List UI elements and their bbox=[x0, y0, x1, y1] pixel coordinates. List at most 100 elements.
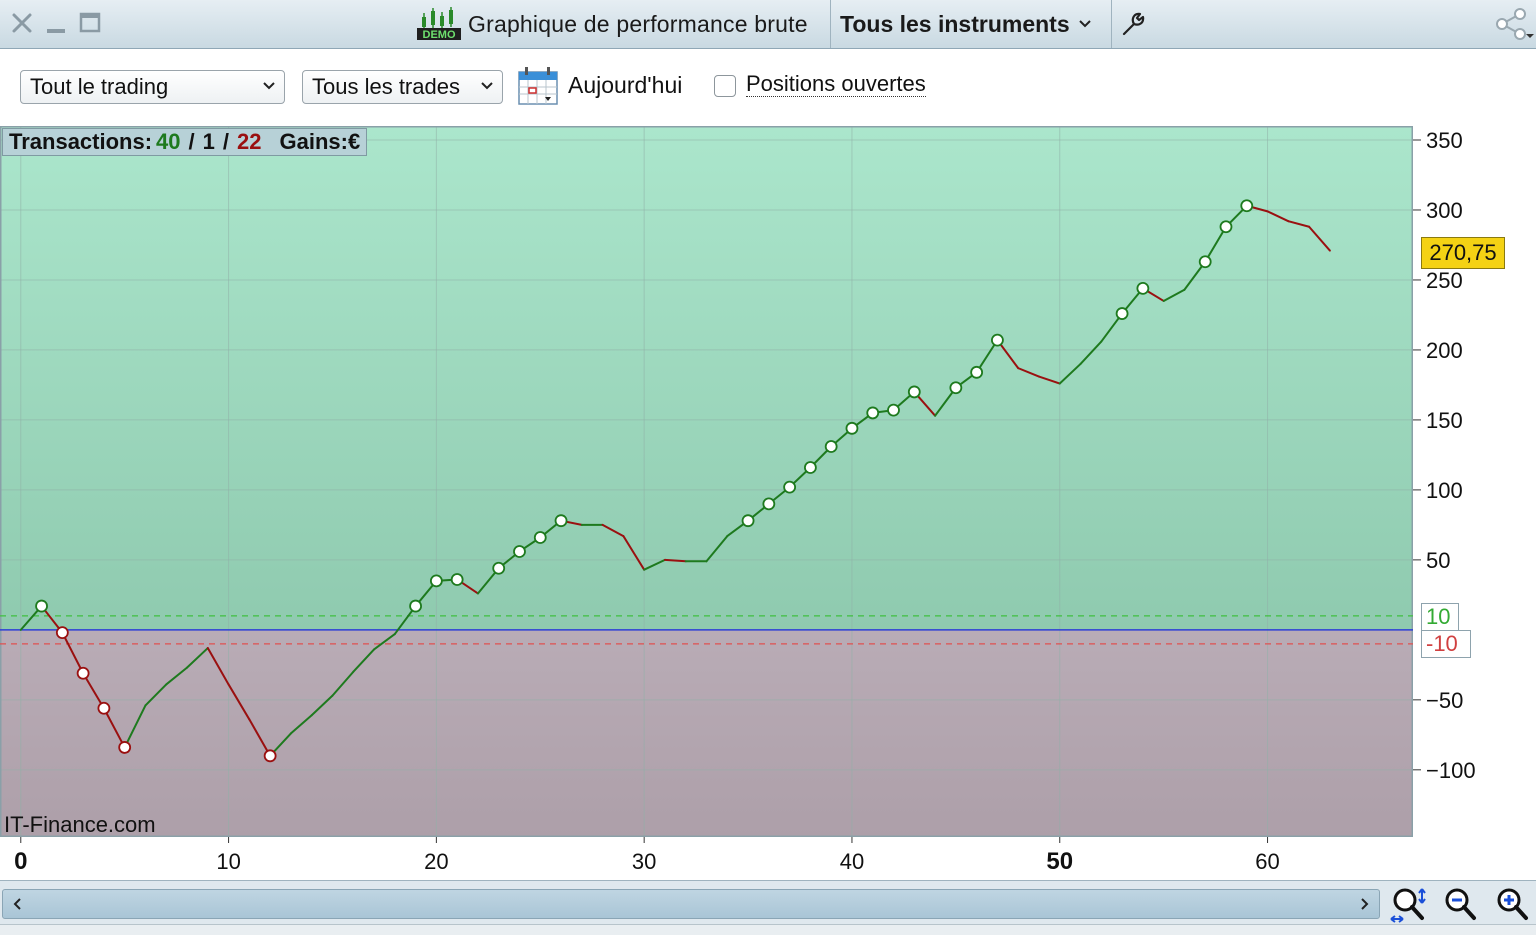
wrench-icon[interactable] bbox=[1120, 10, 1148, 38]
winning-trade-point bbox=[429, 574, 443, 588]
winning-trade-point bbox=[450, 573, 464, 586]
losing-trade-point bbox=[263, 749, 277, 763]
y-tick-label: 50 bbox=[1426, 548, 1450, 573]
winning-trade-point bbox=[949, 381, 963, 395]
equity-segment bbox=[1058, 362, 1082, 385]
scroll-right-button[interactable] bbox=[1353, 890, 1377, 918]
instrument-selector[interactable]: Tous les instruments bbox=[840, 0, 1092, 48]
minimize-icon[interactable] bbox=[44, 10, 68, 36]
chevron-down-icon bbox=[263, 82, 275, 90]
winning-trade-point bbox=[845, 421, 859, 435]
level-lines bbox=[0, 615, 1413, 645]
y-tick-label: −50 bbox=[1426, 688, 1463, 713]
equity-segment bbox=[186, 647, 209, 669]
close-icon[interactable] bbox=[10, 10, 34, 36]
instrument-selector-label: Tous les instruments bbox=[840, 10, 1070, 37]
winning-trade-point bbox=[513, 545, 526, 558]
x-tick-label: 60 bbox=[1255, 849, 1279, 874]
bottom-strip bbox=[0, 924, 1536, 935]
y-tick-label: 150 bbox=[1426, 408, 1463, 433]
separator: / bbox=[188, 129, 195, 154]
winning-trade-point bbox=[554, 514, 568, 528]
demo-chart-icon: DEMO bbox=[417, 7, 461, 41]
equity-segment bbox=[227, 683, 251, 721]
x-tick-label: 40 bbox=[840, 849, 864, 874]
window-title-text: Graphique de performance brute bbox=[468, 10, 808, 37]
winning-trade-point bbox=[492, 561, 506, 575]
open-positions-label[interactable]: Positions ouvertes bbox=[746, 71, 926, 97]
chevron-left-icon bbox=[13, 898, 21, 910]
calendar-icon[interactable] bbox=[517, 66, 559, 106]
y-tick-label: 200 bbox=[1426, 338, 1463, 363]
equity-segment bbox=[144, 683, 168, 707]
equity-segment bbox=[331, 670, 355, 697]
equity-segment bbox=[82, 672, 105, 710]
trades-select[interactable]: Tous les trades bbox=[302, 70, 503, 104]
winning-trade-point bbox=[1115, 307, 1129, 320]
winning-trade-point bbox=[887, 403, 900, 417]
equity-segment bbox=[310, 694, 334, 717]
winning-trade-point bbox=[866, 406, 880, 420]
maximize-icon[interactable] bbox=[78, 10, 102, 36]
zoom-out-icon[interactable] bbox=[1440, 885, 1480, 923]
chevron-down-icon bbox=[481, 82, 493, 90]
equity-segment bbox=[373, 633, 396, 651]
equity-segment bbox=[61, 631, 85, 675]
x-tick-label: 50 bbox=[1046, 848, 1073, 875]
watermark: IT-Finance.com bbox=[4, 812, 156, 837]
winning-trade-point bbox=[1240, 199, 1254, 213]
equity-segment bbox=[601, 523, 625, 538]
title-separator bbox=[830, 0, 831, 48]
equity-segment bbox=[1037, 375, 1061, 385]
equity-segment bbox=[289, 714, 313, 735]
x-tick-label: 0 bbox=[14, 848, 27, 875]
trading-select-value: Tout le trading bbox=[30, 74, 169, 99]
upper-level-tag: 10 bbox=[1421, 603, 1459, 631]
x-tick-label: 20 bbox=[424, 849, 448, 874]
open-positions-checkbox[interactable] bbox=[714, 75, 736, 97]
bottom-bar bbox=[0, 880, 1536, 925]
today-button[interactable]: Aujourd'hui bbox=[568, 72, 683, 98]
losing-trade-point bbox=[76, 666, 90, 680]
winning-trade-point bbox=[907, 385, 921, 399]
winning-trade-point bbox=[741, 514, 755, 528]
zoom-in-icon[interactable] bbox=[1492, 885, 1532, 923]
y-tick-label: 350 bbox=[1426, 128, 1463, 153]
share-icon[interactable] bbox=[1494, 8, 1534, 40]
toolbar: Tout le trading Tous les trades Aujourd'… bbox=[0, 49, 1536, 127]
zoom-auto-icon[interactable] bbox=[1388, 885, 1428, 923]
chevron-right-icon bbox=[1361, 898, 1369, 910]
chevron-down-icon bbox=[1078, 20, 1091, 28]
y-tick-label: −100 bbox=[1426, 758, 1476, 783]
window-title: DEMO Graphique de performance brute bbox=[416, 0, 808, 48]
trading-select[interactable]: Tout le trading bbox=[20, 70, 285, 104]
plot-border bbox=[0, 126, 1413, 837]
winning-trade-point bbox=[35, 599, 48, 613]
winning-trade-point bbox=[803, 461, 817, 474]
y-tick-label: 250 bbox=[1426, 268, 1463, 293]
trade-markers bbox=[35, 199, 1254, 763]
performance-chart[interactable]: 350 300 250 200 150 100 50 −50 −100 0 10 20 30 40 50 6… bbox=[0, 126, 1536, 878]
transactions-summary: Transactions: 40 / 1 / 22 Gains: € bbox=[2, 128, 368, 156]
trades-select-value: Tous les trades bbox=[312, 74, 460, 99]
equity-segment bbox=[1308, 225, 1331, 252]
equity-segment bbox=[1204, 225, 1227, 263]
losing-trade-point bbox=[118, 741, 132, 754]
equity-segment bbox=[705, 535, 729, 563]
wins-count: 40 bbox=[156, 129, 181, 154]
currency-symbol: € bbox=[347, 129, 361, 154]
positive-zone bbox=[0, 126, 1413, 630]
equity-segment bbox=[643, 558, 666, 571]
scroll-left-button[interactable] bbox=[5, 890, 29, 918]
gains-label: Gains: bbox=[279, 129, 348, 154]
y-tick-label: 300 bbox=[1426, 198, 1463, 223]
winning-trade-point bbox=[824, 440, 838, 453]
title-bar: DEMO Graphique de performance brute Tous… bbox=[0, 0, 1536, 49]
horizontal-scrollbar[interactable] bbox=[2, 889, 1380, 919]
equity-segment bbox=[1079, 340, 1103, 365]
demo-badge: DEMO bbox=[423, 29, 456, 41]
equity-segment bbox=[206, 647, 230, 686]
equity-segment bbox=[123, 704, 147, 749]
x-tick-label: 10 bbox=[216, 849, 240, 874]
equity-segment bbox=[352, 648, 376, 673]
